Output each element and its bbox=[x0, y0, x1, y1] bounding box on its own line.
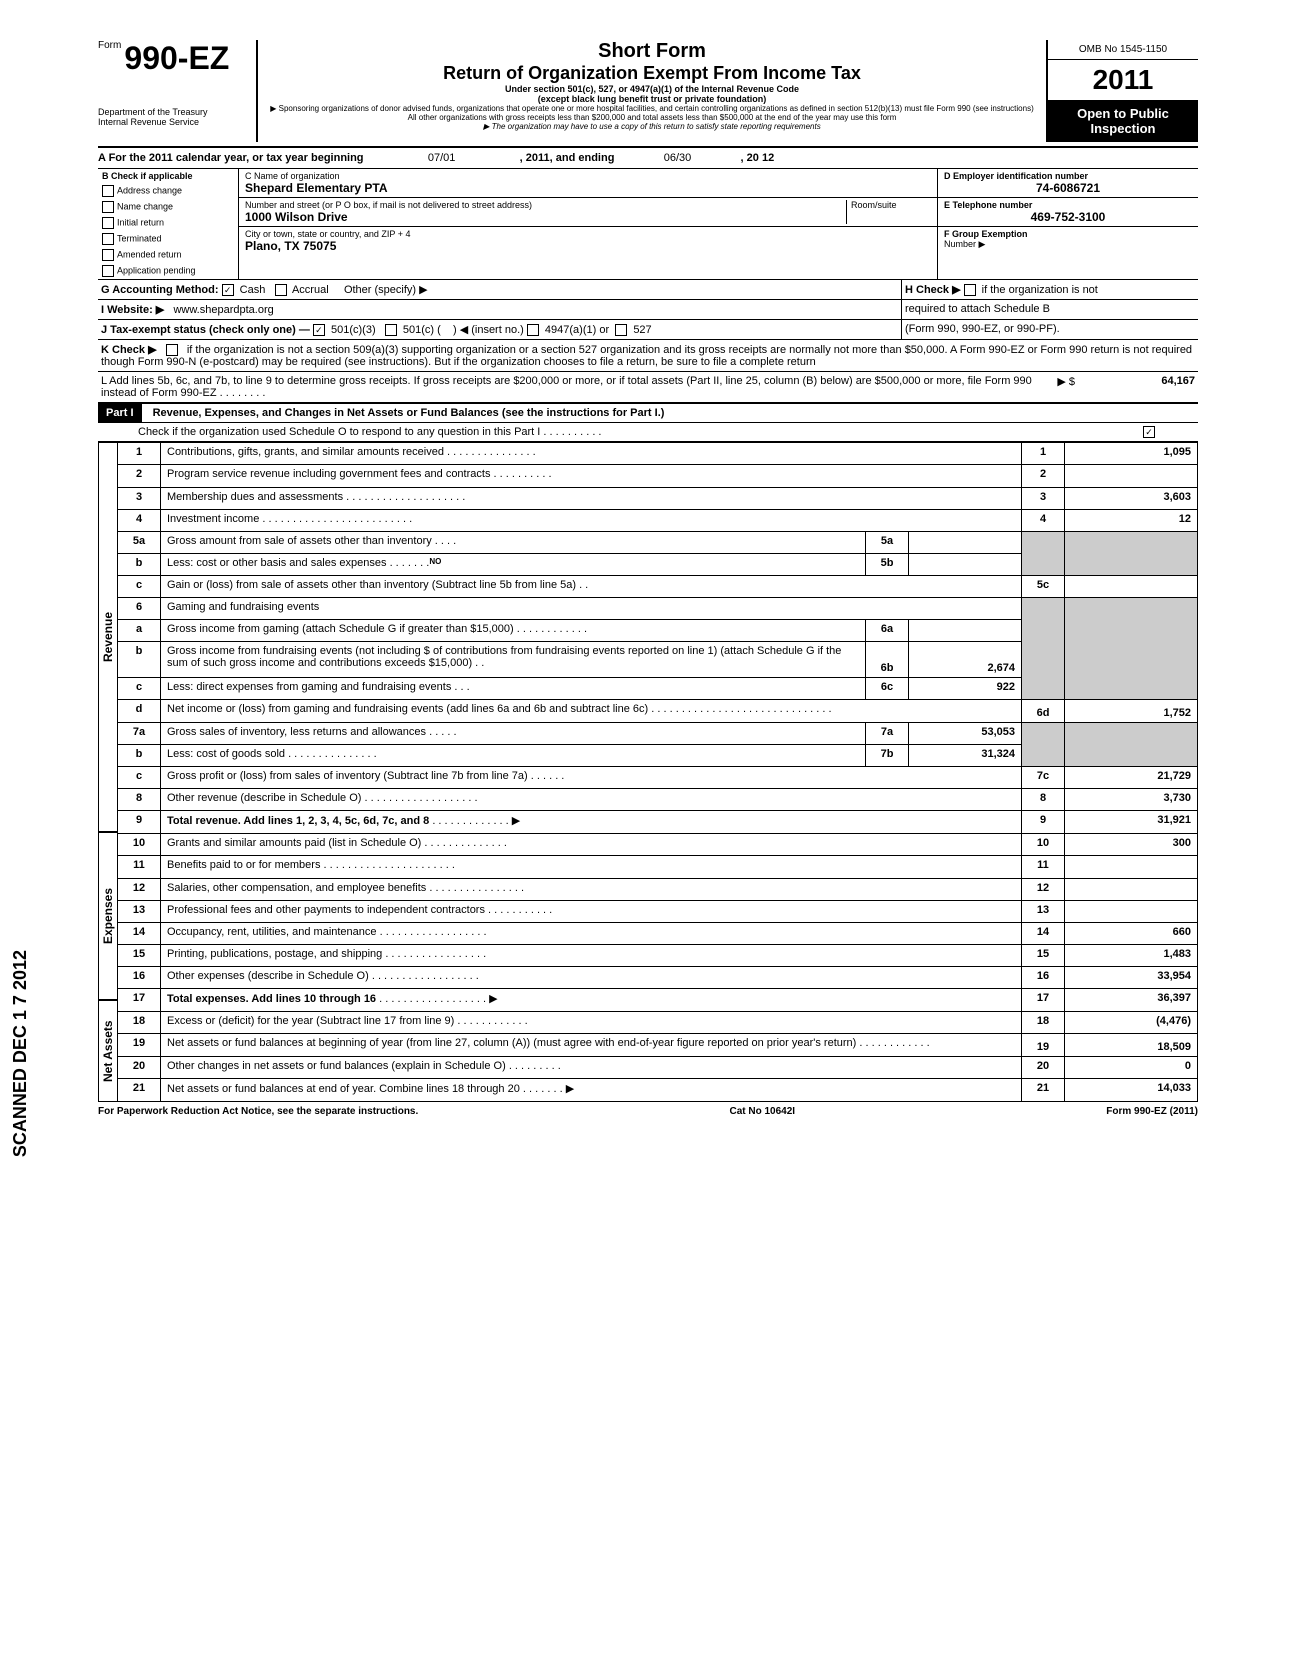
subtitle2: (except black lung benefit trust or priv… bbox=[266, 94, 1038, 104]
dept-irs: Internal Revenue Service bbox=[98, 117, 248, 127]
org-phone: 469-752-3100 bbox=[944, 210, 1192, 224]
org-info-grid: B Check if applicable Address change Nam… bbox=[98, 169, 1198, 280]
addr-label: Number and street (or P O box, if mail i… bbox=[245, 200, 846, 210]
part-1-schedule-o-check: Check if the organization used Schedule … bbox=[98, 423, 1198, 442]
group-exempt-label: F Group Exemption bbox=[944, 229, 1192, 239]
checkbox-sched-b[interactable] bbox=[964, 284, 976, 296]
form-ref: Form 990-EZ (2011) bbox=[1106, 1106, 1198, 1117]
dept-treasury: Department of the Treasury bbox=[98, 107, 248, 117]
form-header: Form 990-EZ Department of the Treasury I… bbox=[98, 40, 1198, 148]
checkbox-k[interactable] bbox=[166, 344, 178, 356]
checkbox-amended[interactable] bbox=[102, 249, 114, 261]
checkbox-schedule-o[interactable]: ✓ bbox=[1143, 426, 1155, 438]
checkbox-address-change[interactable] bbox=[102, 185, 114, 197]
open-public-2: Inspection bbox=[1054, 121, 1192, 136]
checkbox-cash[interactable]: ✓ bbox=[222, 284, 234, 296]
page-footer: For Paperwork Reduction Act Notice, see … bbox=[98, 1102, 1198, 1117]
phone-label: E Telephone number bbox=[944, 200, 1192, 210]
omb-number: OMB No 1545-1150 bbox=[1048, 40, 1198, 60]
form-990ez: Form 990-EZ Department of the Treasury I… bbox=[98, 40, 1198, 1117]
scanned-stamp: SCANNED DEC 1 7 2012 bbox=[10, 950, 31, 1157]
section-i: I Website: ▶ www.shepardpta.org required… bbox=[98, 300, 1198, 320]
section-l: L Add lines 5b, 6c, and 7b, to line 9 to… bbox=[98, 372, 1198, 404]
cat-number: Cat No 10642I bbox=[729, 1106, 795, 1117]
short-form-title: Short Form bbox=[266, 40, 1038, 63]
org-ein: 74-6086721 bbox=[944, 181, 1192, 195]
org-city: Plano, TX 75075 bbox=[245, 239, 931, 253]
checkbox-initial-return[interactable] bbox=[102, 217, 114, 229]
org-name-label: C Name of organization bbox=[245, 171, 931, 181]
section-k: K Check ▶ if the organization is not a s… bbox=[98, 340, 1198, 372]
form-prefix: Form bbox=[98, 40, 121, 51]
gross-receipts: 64,167 bbox=[1075, 375, 1195, 399]
checkbox-name-change[interactable] bbox=[102, 201, 114, 213]
return-title: Return of Organization Exempt From Incom… bbox=[266, 63, 1038, 84]
room-label: Room/suite bbox=[851, 200, 931, 210]
form-number: 990-EZ bbox=[124, 40, 229, 76]
part-1-body: Revenue Expenses Net Assets 1Contributio… bbox=[98, 442, 1198, 1102]
section-g-h: G Accounting Method: ✓ Cash Accrual Othe… bbox=[98, 280, 1198, 300]
checkbox-501c[interactable] bbox=[385, 324, 397, 336]
ein-label: D Employer identification number bbox=[944, 171, 1192, 181]
section-b-checks: B Check if applicable Address change Nam… bbox=[98, 169, 239, 279]
expenses-section-label: Expenses bbox=[98, 832, 118, 1000]
revenue-section-label: Revenue bbox=[98, 442, 118, 832]
org-address: 1000 Wilson Drive bbox=[245, 210, 846, 224]
net-assets-section-label: Net Assets bbox=[98, 1000, 118, 1102]
lines-table: 1Contributions, gifts, grants, and simil… bbox=[118, 442, 1198, 1102]
section-a-tax-year: A For the 2011 calendar year, or tax yea… bbox=[98, 148, 1198, 169]
checkbox-527[interactable] bbox=[615, 324, 627, 336]
part-1-header: Part I Revenue, Expenses, and Changes in… bbox=[98, 404, 1198, 423]
checkbox-4947[interactable] bbox=[527, 324, 539, 336]
subtitle1: Under section 501(c), 527, or 4947(a)(1)… bbox=[266, 84, 1038, 94]
section-j: J Tax-exempt status (check only one) — ✓… bbox=[98, 320, 1198, 340]
checkbox-501c3[interactable]: ✓ bbox=[313, 324, 325, 336]
paperwork-notice: For Paperwork Reduction Act Notice, see … bbox=[98, 1106, 418, 1117]
sponsor-note: ▶ Sponsoring organizations of donor advi… bbox=[266, 104, 1038, 122]
copy-note: ▶ The organization may have to use a cop… bbox=[266, 122, 1038, 131]
checkbox-terminated[interactable] bbox=[102, 233, 114, 245]
city-label: City or town, state or country, and ZIP … bbox=[245, 229, 931, 239]
open-public-1: Open to Public bbox=[1054, 106, 1192, 121]
group-exempt-num: Number ▶ bbox=[944, 239, 1192, 250]
checkbox-app-pending[interactable] bbox=[102, 265, 114, 277]
checkbox-accrual[interactable] bbox=[275, 284, 287, 296]
tax-year: 2011 bbox=[1048, 60, 1198, 100]
org-name: Shepard Elementary PTA bbox=[245, 181, 931, 195]
